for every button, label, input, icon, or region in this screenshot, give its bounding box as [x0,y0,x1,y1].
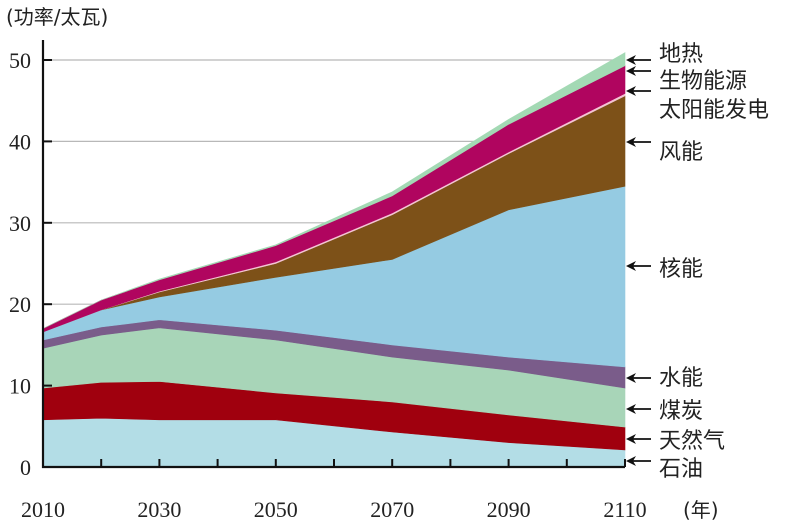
legend-item-4: 核能 [626,257,703,282]
y-tick-label-50: 50 [9,48,31,73]
arrow-left-icon [626,55,636,65]
legend-item-2: 太阳能发电 [626,86,769,123]
y-tick-label-10: 10 [9,374,31,399]
legend-item-6: 煤炭 [626,399,703,424]
x-axis-ticks: 2010 2030 2050 2070 2090 2110 [21,459,647,522]
arrow-left-icon [626,66,636,76]
legend-item-3: 风能 [626,137,703,165]
legend-label: 风能 [659,140,703,165]
x-axis-label: (年) [683,498,719,522]
legend-label: 生物能源 [659,69,747,94]
area-series-8 [42,52,626,329]
x-tick-label-2090: 2090 [487,497,531,522]
y-tick-label-20: 20 [9,292,31,317]
arrow-left-icon [626,404,636,414]
legend-label: 地热 [659,42,703,67]
arrow-left-icon [626,456,636,466]
y-tick-label-40: 40 [9,129,31,154]
x-tick-label-2010: 2010 [21,497,65,522]
legend-item-0: 地热 [626,42,703,67]
y-axis-ticks: 0 10 20 30 40 50 [9,48,52,480]
legend-item-5: 水能 [626,366,703,391]
x-tick-label-2110: 2110 [603,497,646,522]
legend-label: 石油 [659,457,703,482]
legend-item-8: 石油 [626,456,703,482]
x-tick-label-2070: 2070 [370,497,414,522]
legend-item-7: 天然气 [626,429,725,454]
arrow-left-icon [626,373,636,383]
x-tick-label-2050: 2050 [254,497,298,522]
y-tick-label-0: 0 [20,455,31,480]
arrow-left-icon [626,261,636,271]
y-axis-label: (功率/太瓦) [6,5,108,29]
legend-label: 煤炭 [659,399,703,424]
x-tick-label-2030: 2030 [137,497,181,522]
area-layers [42,52,626,468]
arrow-left-icon [626,137,636,147]
legend-label: 水能 [659,366,703,391]
y-tick-label-30: 30 [9,211,31,236]
legend-item-1: 生物能源 [626,66,747,94]
legend-label: 太阳能发电 [659,98,769,123]
legend-label: 天然气 [659,429,725,454]
legend-label: 核能 [659,257,703,282]
arrow-left-icon [626,86,636,96]
arrow-left-icon [626,434,636,444]
